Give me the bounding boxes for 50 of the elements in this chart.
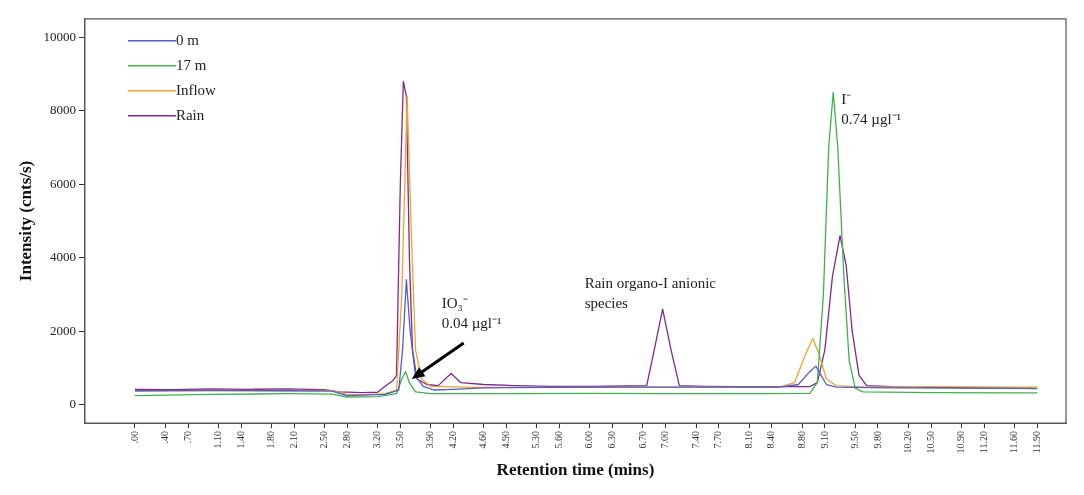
x-tick-label: 1.40 bbox=[234, 431, 246, 449]
x-tick-label: 8.10 bbox=[742, 431, 754, 449]
y-axis-title: Intensity (cnts/s) bbox=[15, 160, 35, 282]
legend-label: Rain bbox=[175, 106, 205, 123]
y-tick-label: 0 bbox=[69, 396, 76, 412]
legend-label: 17 m bbox=[175, 56, 207, 73]
x-tick-label: .70 bbox=[181, 431, 193, 444]
x-tick-label: 4.60 bbox=[477, 431, 489, 449]
x-tick-label: 11.20 bbox=[977, 431, 989, 454]
x-tick-label: 2.50 bbox=[318, 431, 330, 449]
legend-label: 0 m bbox=[175, 31, 200, 48]
x-tick-label: 5.30 bbox=[530, 431, 542, 449]
annotation: Rain organo-I anionic species bbox=[584, 274, 717, 311]
x-tick-label: 3.90 bbox=[424, 431, 436, 449]
x-tick-label: 9.80 bbox=[871, 431, 883, 449]
annotation: IO₃⁻ 0.04 µgl⁻¹ bbox=[441, 295, 502, 332]
x-axis-title: Retention time (mins) bbox=[496, 460, 655, 480]
x-tick-label: 8.80 bbox=[795, 431, 807, 449]
x-tick-label: 6.00 bbox=[583, 431, 595, 449]
legend-label: Inflow bbox=[175, 81, 217, 98]
annotation: I⁻ 0.74 µgl⁻¹ bbox=[841, 90, 902, 127]
x-tick-label: 7.00 bbox=[659, 431, 671, 449]
x-tick-label: 10.20 bbox=[901, 431, 913, 454]
y-tick-label: 8000 bbox=[49, 102, 76, 118]
x-tick-label: 7.70 bbox=[712, 431, 724, 449]
x-tick-label: 1.10 bbox=[211, 431, 223, 449]
x-tick-label: 6.70 bbox=[636, 431, 648, 449]
x-tick-label: 6.30 bbox=[606, 431, 618, 449]
y-tick-label: 6000 bbox=[49, 175, 76, 191]
x-tick-label: 5.60 bbox=[553, 431, 565, 449]
x-tick-label: .00 bbox=[128, 431, 140, 444]
x-tick-label: .40 bbox=[158, 431, 170, 444]
x-tick-label: 9.50 bbox=[848, 431, 860, 449]
x-tick-label: 9.10 bbox=[818, 431, 830, 449]
x-tick-label: 3.20 bbox=[371, 431, 383, 449]
x-tick-label: 11.60 bbox=[1008, 431, 1020, 454]
x-tick-label: 1.80 bbox=[265, 431, 277, 449]
x-tick-label: 10.50 bbox=[924, 431, 936, 454]
x-tick-label: 3.50 bbox=[393, 431, 405, 449]
x-tick-label: 4.20 bbox=[447, 431, 459, 449]
x-tick-label: 11.90 bbox=[1030, 431, 1042, 454]
x-tick-label: 4.90 bbox=[500, 431, 512, 449]
x-tick-label: 8.40 bbox=[765, 431, 777, 449]
y-tick-label: 10000 bbox=[43, 28, 76, 44]
x-tick-label: 2.80 bbox=[340, 431, 352, 449]
x-tick-label: 2.10 bbox=[287, 431, 299, 449]
x-tick-label: 10.90 bbox=[954, 431, 966, 454]
y-tick-label: 4000 bbox=[49, 249, 76, 265]
y-tick-label: 2000 bbox=[49, 322, 76, 338]
x-tick-label: 7.40 bbox=[689, 431, 701, 449]
